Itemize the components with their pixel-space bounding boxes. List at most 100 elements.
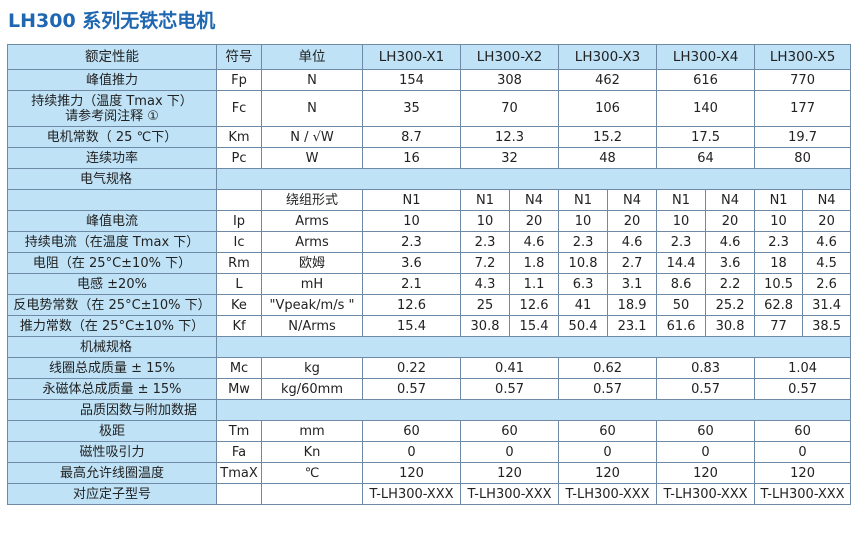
value-cell: 1.8 [509,252,560,274]
winding-cell: N1 [754,189,804,211]
header-cell: LH300-X1 [361,44,462,70]
value-cell: 2.3 [361,231,462,253]
header-cell: LH300-X4 [656,44,756,70]
unit-cell: N [261,69,363,91]
unit-cell: N/Arms [261,315,363,337]
unit-cell: "Vpeak/m/s " [261,294,363,316]
row-label: 连续功率 [7,147,217,169]
value-cell: 10 [754,210,804,232]
section-title: 电气规格 [7,168,217,190]
value-cell: 2.3 [460,231,511,253]
value-cell: 1.1 [509,273,560,295]
value-cell: 177 [754,90,852,127]
value-cell: 80 [754,147,852,169]
value-cell: 10.5 [754,273,804,295]
value-cell: 60 [460,420,560,442]
table-row: 永磁体总成质量 ± 15% Mw kg/60mm 0.57 0.57 0.57 0.57 0.… [7,378,852,400]
unit-cell: 欧姆 [261,252,363,274]
row-label-text: 持续推力（温度 Tmax 下） [31,93,193,109]
value-cell: 16 [361,147,462,169]
value-cell: 8.7 [361,126,462,148]
value-cell: T-LH300-XXX [656,483,756,505]
value-cell: 462 [558,69,658,91]
winding-cell: N4 [607,189,658,211]
value-cell: 0.83 [656,357,756,379]
section-mechanical: 机械规格 [7,336,852,358]
value-cell: 18 [754,252,804,274]
symbol-cell: Mw [216,378,262,400]
row-label-text: 峰值推力 [85,72,138,88]
value-cell: 12.6 [509,294,560,316]
row-label-note: 请参考阅注释 ① [65,108,159,124]
value-cell: 10.8 [558,252,609,274]
value-cell: 30.8 [705,315,756,337]
value-cell: 25.2 [705,294,756,316]
symbol-cell: Fa [216,441,262,463]
section-fill [215,336,852,358]
unit-cell: Arms [261,231,363,253]
value-cell: 0.22 [361,357,462,379]
value-cell: T-LH300-XXX [460,483,560,505]
row-label: 持续电流（在温度 Tmax 下） [7,231,217,253]
value-cell: 0.57 [754,378,852,400]
symbol-cell: TmaX [216,462,262,484]
row-label-text: 电机常数（ 25 ℃下） [46,129,178,145]
table-row: 线圈总成质量 ± 15% Mc kg 0.22 0.41 0.62 0.83 1.04 [7,357,852,379]
value-cell: 0 [558,441,658,463]
symbol-cell: Ke [216,294,262,316]
symbol-cell [216,483,262,505]
table-row: 极距 Tm mm 60 60 60 60 60 [7,420,852,442]
value-cell: 25 [460,294,511,316]
value-cell: 2.7 [607,252,658,274]
value-cell: 38.5 [802,315,852,337]
table-row: 峰值电流 Ip Arms 10 10 20 10 20 10 20 10 20 [7,210,852,232]
table-header-row: 额定性能 符号 单位 LH300-X1 LH300-X2 LH300-X3 LH300-X4… [7,44,852,70]
value-cell: 106 [558,90,658,127]
value-cell: 12.6 [361,294,462,316]
value-cell: 20 [802,210,852,232]
row-label: 线圈总成质量 ± 15% [7,357,217,379]
value-cell: 18.9 [607,294,658,316]
value-cell: 62.8 [754,294,804,316]
table-row: 对应定子型号 T-LH300-XXX T-LH300-XXX T-LH300-XXX T… [7,483,852,505]
value-cell: 3.1 [607,273,658,295]
table-row: 连续功率 Pc W 16 32 48 64 80 [7,147,852,169]
symbol-cell: Rm [216,252,262,274]
value-cell: 2.3 [558,231,609,253]
section-quality: 品质因数与附加数据 [7,399,852,421]
winding-cell: N1 [558,189,609,211]
value-cell: 140 [656,90,756,127]
row-label-text: 最高允许线圈温度 [59,465,164,481]
winding-cell: N1 [656,189,707,211]
unit-cell: kg [261,357,363,379]
row-label: 最高允许线圈温度 [7,462,217,484]
row-label: 对应定子型号 [7,483,217,505]
table-row: 持续电流（在温度 Tmax 下） Ic Arms 2.3 2.3 4.6 2.3 4.6 2.3… [7,231,852,253]
table-row: 反电势常数（在 25°C±10% 下） Ke "Vpeak/m/s " 12.6 25 1… [7,294,852,316]
value-cell: 23.1 [607,315,658,337]
value-cell: 50.4 [558,315,609,337]
value-cell: 0 [460,441,560,463]
value-cell: 4.6 [607,231,658,253]
row-label-text: 极距 [98,423,125,439]
section-title: 品质因数与附加数据 [7,399,217,421]
value-cell: 20 [607,210,658,232]
section-fill [215,399,852,421]
value-cell: 2.2 [705,273,756,295]
row-label-text: 永磁体总成质量 ± 15% [42,381,182,397]
table-row: 推力常数（在 25°C±10% 下） Kf N/Arms 15.4 30.8 15.4 50… [7,315,852,337]
unit-cell: kg/60mm [261,378,363,400]
value-cell: 60 [656,420,756,442]
table-row: 磁性吸引力 Fa Kn 0 0 0 0 0 [7,441,852,463]
value-cell: 0.57 [361,378,462,400]
value-cell: 7.2 [460,252,511,274]
value-cell: 1.04 [754,357,852,379]
table-row: 电阻（在 25°C±10% 下） Rm 欧姆 3.6 7.2 1.8 10.8 2.7 14.4… [7,252,852,274]
value-cell: 15.2 [558,126,658,148]
unit-cell [261,483,363,505]
symbol-cell: Ip [216,210,262,232]
value-cell: T-LH300-XXX [754,483,852,505]
value-cell: 30.8 [460,315,511,337]
header-cell: LH300-X5 [754,44,852,70]
